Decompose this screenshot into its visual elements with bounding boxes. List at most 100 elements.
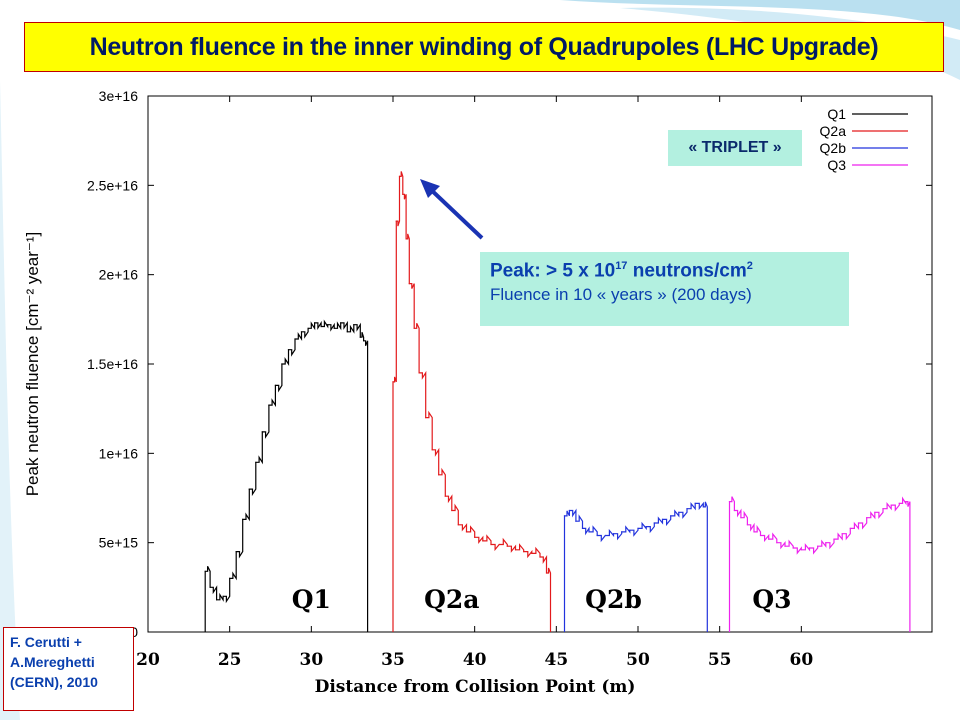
data-point — [408, 283, 410, 285]
y-tick-label: 5e+15 — [99, 535, 139, 551]
data-point — [531, 552, 533, 555]
data-point — [890, 504, 892, 506]
data-point — [268, 404, 270, 406]
data-point — [314, 322, 316, 324]
data-point — [841, 533, 843, 535]
title-banner: Neutron fluence in the inner winding of … — [24, 22, 944, 72]
data-point — [498, 543, 500, 546]
x-tick-label: 60 — [789, 650, 813, 670]
peak-line1: Peak: > 5 x 1017 neutrons/cm2 — [490, 260, 753, 282]
credit-line1: F. Cerutti + — [10, 634, 82, 650]
x-tick-label: 40 — [463, 650, 487, 670]
triplet-label: « TRIPLET » — [668, 130, 802, 166]
data-point — [753, 531, 755, 533]
x-tick-label: 25 — [218, 650, 242, 670]
data-point — [825, 542, 827, 544]
data-point — [457, 524, 459, 526]
data-point — [359, 336, 361, 338]
data-point — [733, 509, 736, 512]
data-point — [320, 325, 322, 328]
x-tick-label: 50 — [626, 650, 650, 670]
data-point — [740, 517, 742, 519]
data-point — [653, 522, 655, 524]
data-point — [905, 501, 907, 503]
data-point — [759, 534, 762, 537]
data-point — [255, 461, 257, 463]
y-axis-label: Peak neutron fluence [cm⁻² year⁻¹] — [23, 232, 42, 497]
data-point — [398, 175, 401, 177]
data-point — [340, 322, 342, 324]
series-line-q2b — [563, 501, 708, 632]
x-tick-label: 35 — [381, 650, 405, 670]
data-point — [621, 531, 623, 533]
data-point — [792, 547, 794, 549]
legend-label: Q3 — [827, 157, 846, 173]
data-point — [482, 540, 484, 542]
peak-annotation: Peak: > 5 x 1017 neutrons/cm2 Fluence in… — [480, 252, 849, 326]
data-point — [425, 417, 427, 419]
legend-label: Q1 — [827, 106, 846, 122]
data-point — [800, 549, 802, 551]
data-point — [287, 349, 290, 351]
data-point — [392, 381, 394, 383]
data-point — [637, 527, 639, 530]
data-point — [575, 520, 577, 522]
data-point — [363, 340, 365, 342]
credit-line3: (CERN), 2010 — [10, 674, 98, 690]
data-point — [539, 556, 541, 558]
data-point — [857, 522, 860, 524]
data-point — [588, 531, 590, 533]
data-point — [596, 534, 598, 537]
plot-area — [147, 95, 933, 633]
data-point — [784, 545, 786, 547]
data-point — [866, 517, 868, 519]
peak-line2: Fluence in 10 « years » (200 days) — [490, 285, 752, 305]
x-tick-label: 30 — [299, 650, 323, 670]
data-point — [300, 331, 303, 333]
data-point — [612, 533, 615, 535]
data-point — [661, 518, 664, 521]
data-point — [307, 327, 309, 329]
data-point — [702, 506, 704, 508]
data-point — [898, 502, 900, 504]
series-line-q1 — [204, 319, 369, 632]
data-point — [274, 384, 276, 386]
data-point — [204, 570, 206, 572]
region-label: Q2a — [424, 585, 479, 614]
page-title: Neutron fluence in the inner winding of … — [89, 32, 879, 61]
peak-arrow-head — [420, 179, 440, 198]
data-point — [768, 538, 770, 540]
legend-label: Q2a — [820, 123, 847, 139]
data-point — [604, 534, 606, 537]
data-point — [413, 327, 415, 329]
data-point — [465, 531, 468, 533]
data-point — [629, 529, 631, 531]
data-point — [353, 324, 355, 326]
data-point — [874, 511, 876, 513]
x-axis-label: Distance from Collision Point (m) — [315, 677, 636, 697]
data-point — [222, 595, 224, 597]
region-label: Q2b — [585, 585, 642, 614]
data-point — [235, 551, 237, 553]
data-point — [438, 474, 440, 476]
data-point — [402, 193, 404, 195]
x-tick-label: 20 — [136, 650, 160, 670]
x-tick-label: 55 — [708, 650, 732, 670]
data-point — [694, 502, 696, 504]
y-tick-label: 0 — [130, 624, 138, 640]
data-point — [678, 511, 680, 513]
data-point — [645, 526, 647, 528]
data-point — [405, 238, 407, 240]
data-point — [514, 549, 517, 551]
data-point — [451, 509, 453, 512]
credit-line2: A.Mereghetti — [10, 654, 95, 670]
data-point — [746, 524, 749, 526]
data-point — [444, 495, 446, 497]
data-point — [395, 220, 397, 222]
data-point — [670, 515, 672, 517]
data-point — [545, 572, 548, 574]
data-point — [216, 599, 218, 601]
data-point — [581, 527, 584, 530]
data-point — [242, 518, 244, 521]
